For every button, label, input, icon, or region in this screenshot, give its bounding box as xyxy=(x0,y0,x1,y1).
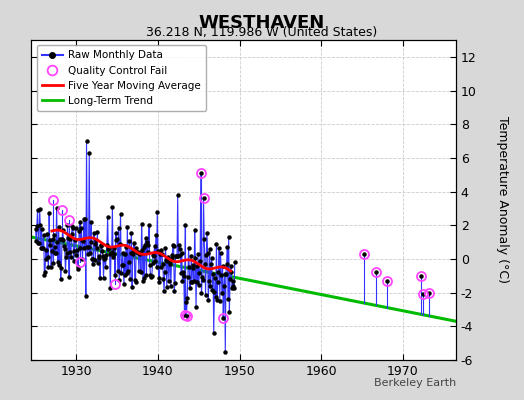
Text: 36.218 N, 119.986 W (United States): 36.218 N, 119.986 W (United States) xyxy=(146,26,378,39)
Text: Berkeley Earth: Berkeley Earth xyxy=(374,378,456,388)
Text: WESTHAVEN: WESTHAVEN xyxy=(199,14,325,32)
Y-axis label: Temperature Anomaly (°C): Temperature Anomaly (°C) xyxy=(496,116,509,284)
Legend: Raw Monthly Data, Quality Control Fail, Five Year Moving Average, Long-Term Tren: Raw Monthly Data, Quality Control Fail, … xyxy=(37,45,206,111)
